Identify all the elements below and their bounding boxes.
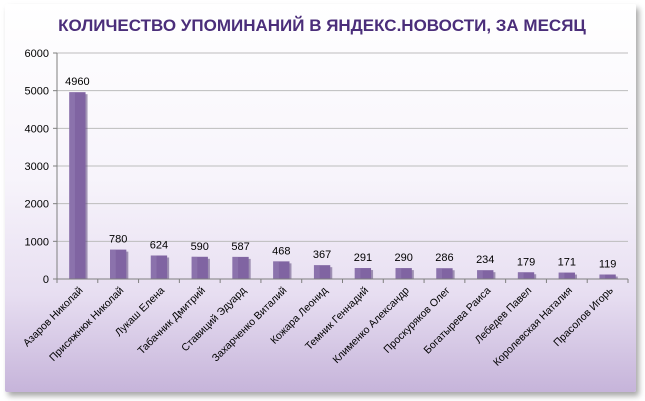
bar [395, 268, 414, 279]
data-label: 286 [435, 252, 453, 264]
data-label: 624 [150, 239, 168, 251]
data-label: 179 [517, 256, 535, 268]
bar [232, 256, 251, 279]
gridlines [57, 52, 628, 242]
data-label: 119 [599, 259, 617, 271]
bars [69, 92, 618, 279]
bar [477, 270, 496, 279]
bar [313, 265, 333, 279]
y-axis-ticks: 0 1000 2000 3000 4000 5000 6000 [25, 48, 49, 286]
bar [558, 272, 577, 279]
bar [273, 261, 292, 279]
category-label: Королевская Наталия [491, 285, 575, 369]
data-label: 234 [476, 254, 494, 266]
axes [53, 52, 629, 283]
bar [191, 256, 210, 279]
y-tick-label: 6000 [25, 48, 49, 60]
data-label: 468 [272, 245, 290, 257]
y-tick-label: 0 [43, 274, 49, 286]
category-label: Клименко Александр [330, 285, 411, 366]
data-label: 367 [313, 249, 331, 261]
y-tick-label: 5000 [25, 86, 49, 98]
y-tick-label: 1000 [25, 236, 49, 248]
category-label: Захарченко Виталий [210, 285, 290, 365]
data-label: 587 [231, 241, 249, 253]
data-label: 780 [109, 234, 127, 246]
data-label: 171 [558, 257, 576, 269]
data-labels: 4960 780 624 590 587 468 367 291 290 286 234 179 171… [65, 76, 616, 270]
bar [354, 268, 374, 279]
category-label: Табачник Дмитрий [135, 285, 207, 357]
category-label: Присяжнюк Николай [47, 285, 126, 364]
chart-panel [5, 4, 636, 392]
bar [69, 92, 88, 279]
bar [150, 255, 170, 279]
data-label: 290 [394, 252, 412, 264]
data-label: 4960 [65, 76, 89, 88]
y-tick-label: 3000 [25, 161, 49, 173]
bar [599, 274, 618, 279]
data-label: 291 [354, 252, 372, 264]
data-label: 590 [191, 241, 209, 253]
bar [436, 268, 455, 279]
y-tick-label: 2000 [25, 199, 49, 211]
chart-title: КОЛИЧЕСТВО УПОМИНАНИЙ В ЯНДЕКС.НОВОСТИ, … [58, 16, 586, 35]
y-tick-label: 4000 [25, 123, 49, 135]
bar [110, 249, 129, 279]
bar [517, 272, 537, 279]
